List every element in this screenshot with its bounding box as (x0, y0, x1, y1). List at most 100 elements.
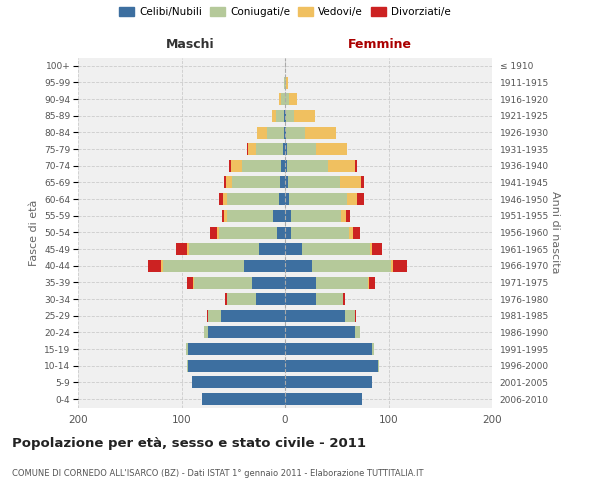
Bar (287, 160, 328, 172)
Bar (370, 243, 372, 255)
Bar (285, 210, 291, 222)
Bar (391, 260, 392, 272)
Bar (223, 193, 227, 205)
Bar (285, 293, 316, 305)
Text: Femmine: Femmine (348, 38, 412, 51)
Bar (285, 310, 345, 322)
Bar (285, 393, 362, 405)
Bar (316, 293, 343, 305)
Bar (224, 210, 227, 222)
Bar (202, 393, 285, 405)
Bar (281, 93, 285, 105)
Bar (188, 360, 285, 372)
Bar (361, 176, 364, 188)
Bar (187, 276, 193, 288)
Bar (279, 193, 285, 205)
Bar (285, 243, 302, 255)
Bar (188, 343, 285, 355)
Bar (208, 310, 221, 322)
Bar (280, 176, 285, 188)
Bar (256, 143, 283, 155)
Bar (275, 110, 284, 122)
Text: Maschi: Maschi (166, 38, 214, 51)
Bar (281, 160, 285, 172)
Bar (285, 260, 312, 272)
Bar (285, 176, 288, 188)
Bar (345, 310, 355, 322)
Bar (369, 276, 375, 288)
Text: COMUNE DI CORNEDO ALL'ISARCO (BZ) - Dati ISTAT 1° gennaio 2011 - Elaborazione TU: COMUNE DI CORNEDO ALL'ISARCO (BZ) - Dati… (12, 468, 424, 477)
Bar (284, 126, 285, 138)
Bar (286, 76, 288, 88)
Bar (295, 110, 315, 122)
Bar (392, 260, 407, 272)
Bar (284, 76, 285, 88)
Bar (226, 176, 232, 188)
Bar (285, 360, 378, 372)
Bar (343, 293, 345, 305)
Bar (286, 110, 295, 122)
Bar (219, 193, 223, 205)
Bar (257, 126, 268, 138)
Bar (283, 143, 285, 155)
Bar (353, 226, 359, 238)
Bar (256, 293, 285, 305)
Bar (193, 276, 194, 288)
Bar (316, 276, 368, 288)
Bar (285, 276, 316, 288)
Bar (355, 326, 359, 338)
Bar (368, 276, 369, 288)
Bar (285, 93, 289, 105)
Bar (244, 260, 285, 272)
Bar (252, 276, 285, 288)
Bar (279, 93, 281, 105)
Bar (231, 160, 242, 172)
Bar (284, 110, 285, 122)
Bar (285, 343, 372, 355)
Bar (222, 210, 224, 222)
Bar (161, 260, 163, 272)
Bar (340, 176, 361, 188)
Bar (229, 160, 231, 172)
Bar (259, 243, 285, 255)
Bar (285, 376, 372, 388)
Bar (291, 210, 341, 222)
Bar (219, 226, 277, 238)
Bar (221, 310, 285, 322)
Bar (285, 143, 287, 155)
Bar (272, 110, 275, 122)
Bar (302, 243, 370, 255)
Bar (372, 343, 374, 355)
Y-axis label: Anni di nascita: Anni di nascita (550, 191, 560, 274)
Bar (372, 243, 382, 255)
Bar (187, 360, 188, 372)
Bar (355, 160, 358, 172)
Bar (287, 143, 316, 155)
Bar (204, 326, 208, 338)
Bar (163, 260, 244, 272)
Bar (208, 326, 285, 338)
Bar (285, 126, 286, 138)
Bar (227, 210, 272, 222)
Bar (289, 93, 298, 105)
Bar (277, 226, 285, 238)
Bar (211, 226, 217, 238)
Bar (268, 126, 284, 138)
Bar (192, 376, 285, 388)
Bar (291, 226, 349, 238)
Bar (189, 243, 259, 255)
Bar (176, 243, 187, 255)
Bar (272, 210, 285, 222)
Bar (341, 210, 346, 222)
Legend: Celibi/Nubili, Coniugati/e, Vedovi/e, Divorziati/e: Celibi/Nubili, Coniugati/e, Vedovi/e, Di… (119, 6, 451, 17)
Bar (316, 143, 347, 155)
Bar (328, 160, 355, 172)
Bar (312, 260, 391, 272)
Bar (224, 176, 226, 188)
Bar (305, 126, 336, 138)
Bar (288, 176, 340, 188)
Bar (378, 360, 379, 372)
Bar (347, 193, 358, 205)
Bar (285, 326, 355, 338)
Bar (358, 193, 364, 205)
